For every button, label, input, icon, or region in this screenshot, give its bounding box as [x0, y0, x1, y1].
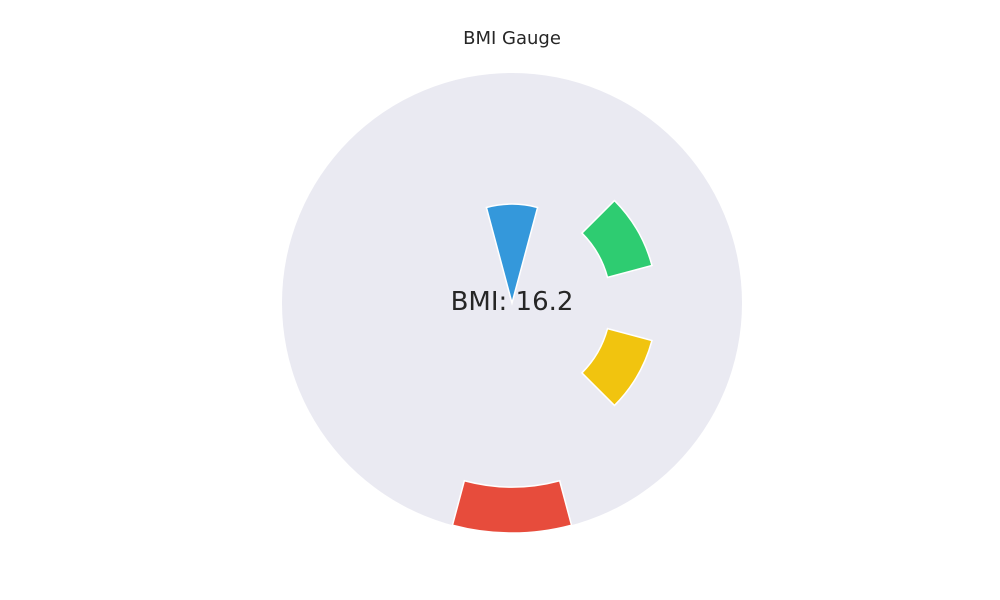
gauge-segment-green-band [580, 199, 653, 279]
gauge-segment-red-band [451, 479, 573, 534]
chart-title: BMI Gauge [463, 28, 561, 49]
gauge-segment-yellow-band [580, 327, 653, 407]
bmi-value-label: BMI: 16.2 [451, 287, 574, 317]
gauge-segment-indicator [485, 203, 539, 306]
gauge-segments [451, 199, 653, 534]
